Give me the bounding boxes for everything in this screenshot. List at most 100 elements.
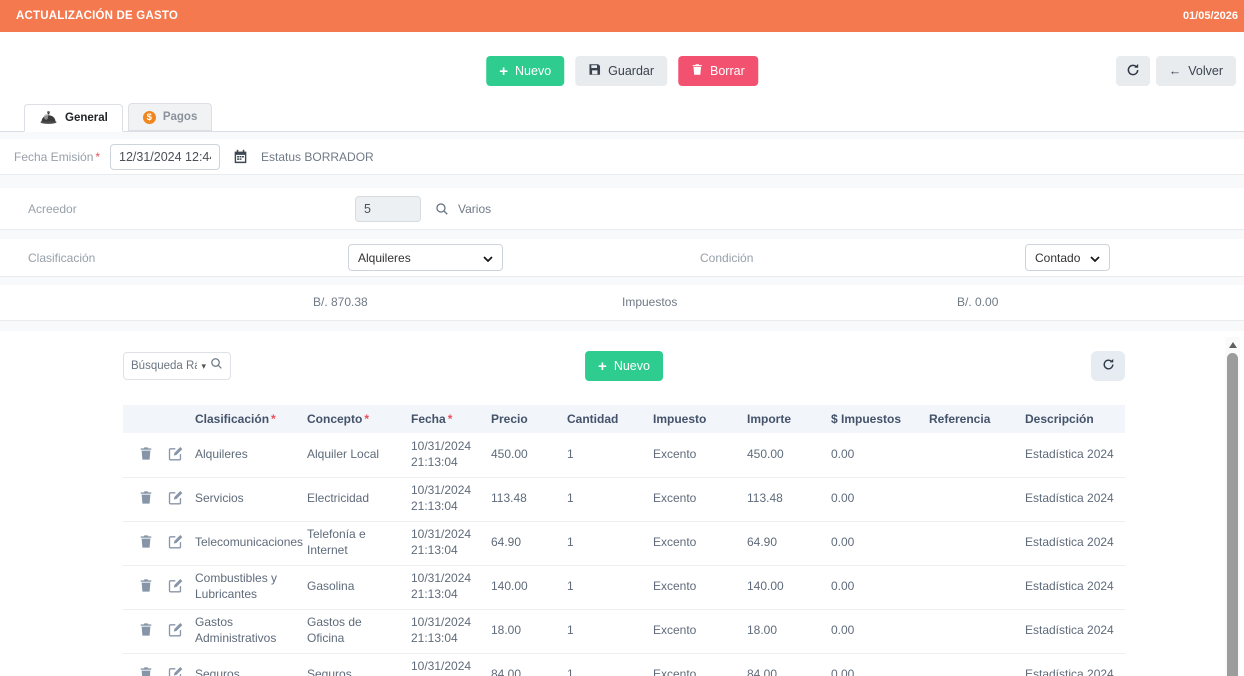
- table-row: Combustibles y Lubricantes Gasolina 10/3…: [123, 565, 1125, 610]
- grid-column-header: Clasificación *: [187, 405, 299, 433]
- cell-impuestos: 0.00: [823, 565, 921, 610]
- row-edit-button[interactable]: [166, 488, 185, 510]
- new-button[interactable]: + Nuevo: [486, 56, 565, 86]
- clasificacion-label: Clasificación: [28, 250, 96, 265]
- cell-referencia: [921, 565, 1017, 610]
- cell-clasificacion: Combustibles y Lubricantes: [187, 565, 299, 610]
- cell-impuesto: Excento: [645, 653, 739, 676]
- cell-concepto: Alquiler Local: [299, 433, 403, 478]
- cell-impuestos: 0.00: [823, 521, 921, 566]
- row-delete-button[interactable]: [137, 576, 155, 598]
- row-edit-button[interactable]: [166, 576, 185, 598]
- row-edit-button[interactable]: [166, 620, 185, 642]
- form-area: Fecha Emisión* Estatus BORRADOR Acreedor…: [0, 132, 1244, 331]
- row-delete-button[interactable]: [137, 664, 155, 676]
- arrow-left-icon: ←: [1168, 64, 1182, 78]
- grid-column-header: Importe: [739, 405, 823, 433]
- impuestos-amount: B/. 0.00: [957, 295, 999, 309]
- scrollbar-up-button[interactable]: [1225, 337, 1240, 352]
- form-band-fecha: Fecha Emisión* Estatus BORRADOR: [0, 139, 1244, 175]
- cell-impuesto: Excento: [645, 609, 739, 654]
- cell-impuestos: 0.00: [823, 653, 921, 676]
- save-button-label: Guardar: [608, 64, 655, 78]
- header-date: 01/05/2026: [1182, 10, 1238, 22]
- tab-general-label: General: [65, 112, 108, 124]
- cell-descripcion: Estadística 2024: [1017, 565, 1125, 610]
- search-lookup-icon[interactable]: [435, 202, 449, 216]
- form-band-totals: B/. 870.38 Impuestos B/. 0.00: [0, 285, 1244, 321]
- cell-descripcion: Estadística 2024: [1017, 521, 1125, 566]
- cell-referencia: [921, 609, 1017, 654]
- estatus-text: Estatus BORRADOR: [261, 149, 374, 164]
- cell-cantidad: 1: [559, 565, 645, 610]
- search-icon: [210, 357, 223, 375]
- page-title: ACTUALIZACIÓN DE GASTO: [16, 10, 178, 22]
- cell-impuestos: 0.00: [823, 433, 921, 478]
- cell-cantidad: 1: [559, 433, 645, 478]
- back-button[interactable]: ← Volver: [1155, 56, 1236, 86]
- tab-general[interactable]: General: [24, 104, 123, 132]
- row-delete-button[interactable]: [137, 532, 155, 554]
- form-band-clasificacion: Clasificación Alquileres Condición Conta…: [0, 239, 1244, 277]
- save-button[interactable]: Guardar: [575, 56, 668, 86]
- grid-column-header: Cantidad: [559, 405, 645, 433]
- actions-column-header: [123, 405, 187, 433]
- clasificacion-select-value: Alquileres: [358, 250, 411, 265]
- calendar-icon[interactable]: [233, 149, 248, 164]
- vertical-scrollbar: [1225, 337, 1240, 676]
- cell-impuesto: Excento: [645, 477, 739, 522]
- scrollbar-thumb[interactable]: [1227, 353, 1238, 676]
- cell-precio: 450.00: [483, 433, 559, 478]
- tab-pagos[interactable]: $ Pagos: [127, 103, 213, 131]
- back-button-label: Volver: [1188, 64, 1223, 78]
- row-edit-button[interactable]: [166, 664, 185, 676]
- row-delete-button[interactable]: [137, 488, 155, 510]
- cell-impuesto: Excento: [645, 521, 739, 566]
- cell-descripcion: Estadística 2024: [1017, 433, 1125, 478]
- grid-header-row: Clasificación * Concepto * Fecha * Precio C…: [123, 405, 1125, 433]
- grid-refresh-button[interactable]: [1091, 351, 1125, 381]
- row-delete-button[interactable]: [137, 444, 155, 466]
- condicion-select-value: Contado: [1035, 250, 1081, 265]
- quick-search-text: Búsqueda Ráp: [131, 360, 197, 372]
- quick-search-input[interactable]: Búsqueda Ráp ▾: [123, 352, 231, 380]
- grid-body: Alquileres Alquiler Local 10/31/2024 21:1…: [123, 433, 1125, 676]
- grid-column-header: $ Impuestos: [823, 405, 921, 433]
- trash-icon: [691, 63, 703, 79]
- fecha-emision-label: Fecha Emisión *: [14, 149, 101, 164]
- cell-impuestos: 0.00: [823, 609, 921, 654]
- cell-descripcion: Estadística 2024: [1017, 653, 1125, 676]
- refresh-button[interactable]: [1115, 56, 1150, 86]
- detail-section: Búsqueda Ráp ▾ + Nuevo Clasificación* Co…: [0, 351, 1244, 676]
- condicion-select[interactable]: Contado: [1025, 244, 1110, 271]
- cell-referencia: [921, 653, 1017, 676]
- grid-column-header: Concepto *: [299, 405, 403, 433]
- cell-cantidad: 1: [559, 609, 645, 654]
- cell-clasificacion: Gastos Administrativos: [187, 609, 299, 654]
- cell-precio: 18.00: [483, 609, 559, 654]
- cell-precio: 84.00: [483, 653, 559, 676]
- fecha-emision-input[interactable]: [110, 143, 220, 170]
- clasificacion-select[interactable]: Alquileres: [348, 244, 503, 271]
- cell-concepto: Telefonía e Internet: [299, 521, 403, 566]
- cell-cantidad: 1: [559, 521, 645, 566]
- cell-cantidad: 1: [559, 653, 645, 676]
- acreedor-input[interactable]: [355, 195, 421, 222]
- delete-button[interactable]: Borrar: [678, 56, 758, 86]
- plus-icon: +: [598, 357, 607, 375]
- chevron-down-icon: [1090, 251, 1100, 265]
- row-edit-button[interactable]: [166, 444, 185, 466]
- table-row: Gastos Administrativos Gastos de Oficina…: [123, 609, 1125, 654]
- cell-referencia: [921, 521, 1017, 566]
- row-edit-button[interactable]: [166, 532, 185, 554]
- impuestos-label: Impuestos: [622, 295, 678, 309]
- grid-new-button[interactable]: + Nuevo: [585, 351, 663, 381]
- cell-importe: 18.00: [739, 609, 823, 654]
- row-delete-button[interactable]: [137, 620, 155, 642]
- refresh-icon: [1126, 63, 1140, 80]
